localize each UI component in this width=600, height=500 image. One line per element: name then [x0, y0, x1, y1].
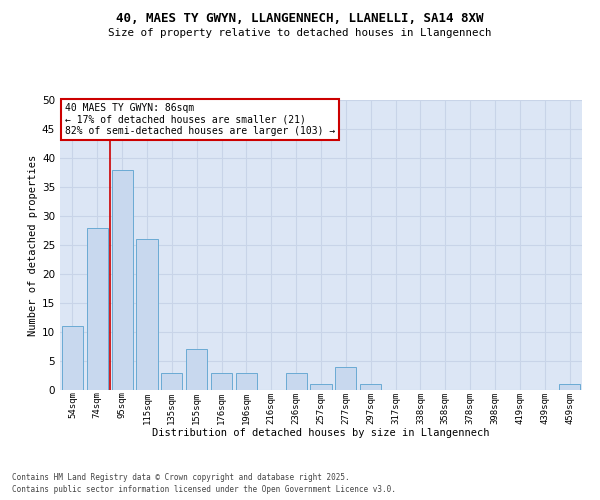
- Bar: [286, 372, 307, 390]
- Text: Contains public sector information licensed under the Open Government Licence v3: Contains public sector information licen…: [12, 485, 396, 494]
- Bar: [62, 326, 83, 390]
- Bar: [161, 372, 182, 390]
- Text: Contains HM Land Registry data © Crown copyright and database right 2025.: Contains HM Land Registry data © Crown c…: [12, 472, 350, 482]
- Text: 40, MAES TY GWYN, LLANGENNECH, LLANELLI, SA14 8XW: 40, MAES TY GWYN, LLANGENNECH, LLANELLI,…: [116, 12, 484, 26]
- Bar: [211, 372, 232, 390]
- Text: 40 MAES TY GWYN: 86sqm
← 17% of detached houses are smaller (21)
82% of semi-det: 40 MAES TY GWYN: 86sqm ← 17% of detached…: [65, 103, 335, 136]
- Y-axis label: Number of detached properties: Number of detached properties: [28, 154, 38, 336]
- Bar: [360, 384, 381, 390]
- Bar: [310, 384, 332, 390]
- Bar: [136, 239, 158, 390]
- Bar: [186, 350, 207, 390]
- Bar: [87, 228, 108, 390]
- Bar: [335, 367, 356, 390]
- Bar: [559, 384, 580, 390]
- Bar: [112, 170, 133, 390]
- Text: Size of property relative to detached houses in Llangennech: Size of property relative to detached ho…: [108, 28, 492, 38]
- Bar: [236, 372, 257, 390]
- X-axis label: Distribution of detached houses by size in Llangennech: Distribution of detached houses by size …: [152, 428, 490, 438]
